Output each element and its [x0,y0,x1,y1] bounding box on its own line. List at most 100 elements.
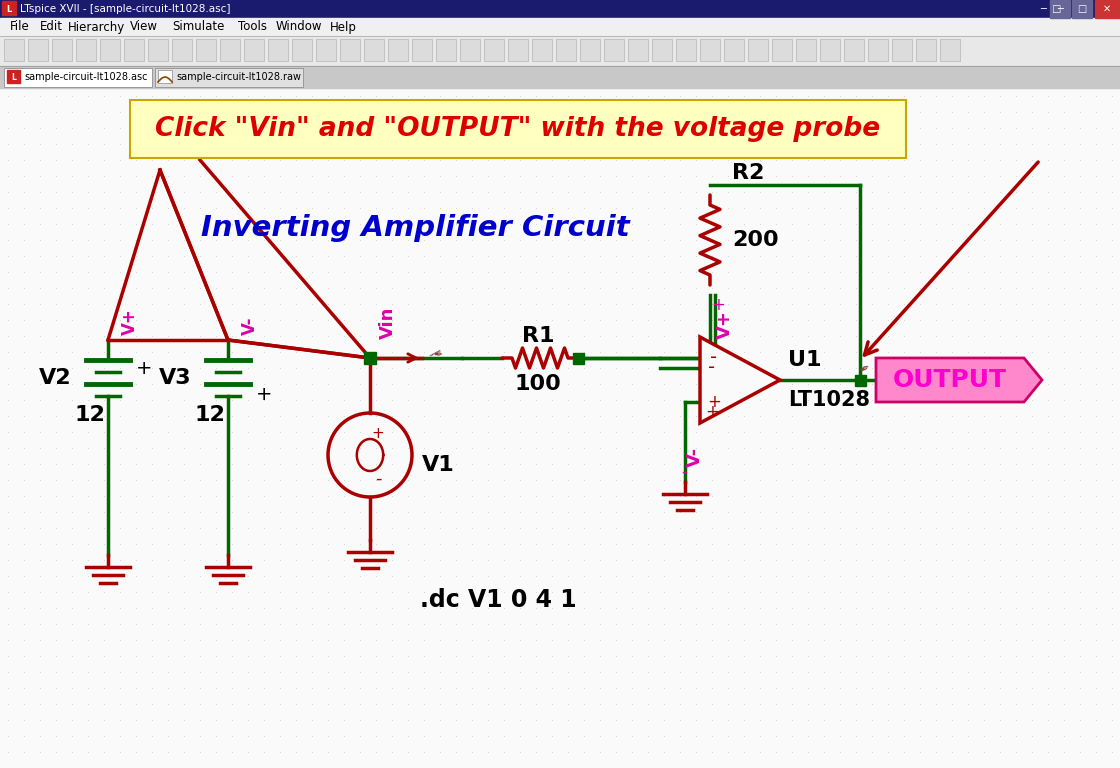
Bar [484,39,504,61]
Bar [0,18,1120,36]
Bar [412,39,432,61]
Bar [855,375,866,386]
Bar [892,39,912,61]
Bar [573,353,584,364]
Text: +: + [136,359,152,378]
Text: Edit: Edit [40,21,63,34]
Bar [436,39,456,61]
Bar [652,39,672,61]
Text: V+: V+ [121,308,139,335]
Text: V3: V3 [159,368,192,388]
Bar [4,39,24,61]
Bar [1072,0,1092,18]
Text: -: - [681,463,687,481]
Bar [158,70,172,83]
Bar [508,39,528,61]
Text: L: L [7,5,11,14]
Text: 12: 12 [195,405,225,425]
Text: L: L [11,72,16,81]
Text: Tools: Tools [237,21,267,34]
Text: File: File [10,21,30,34]
Text: View: View [130,21,158,34]
Bar [76,39,96,61]
Text: Vin: Vin [379,306,396,339]
Text: +: + [711,296,725,314]
Bar [124,39,144,61]
Bar [0,36,1120,66]
Text: Window: Window [276,21,323,34]
Text: LTspice XVII - [sample-circuit-lt1028.asc]: LTspice XVII - [sample-circuit-lt1028.as… [20,4,231,14]
Bar [604,39,624,61]
Text: V+: V+ [716,310,734,339]
Text: ─  □: ─ □ [1040,4,1062,14]
Text: ─: ─ [1057,4,1063,14]
Bar [2,1,16,15]
Bar [388,39,408,61]
Text: sample-circuit-lt1028.asc: sample-circuit-lt1028.asc [24,72,148,82]
Text: ✕: ✕ [1103,4,1111,14]
Bar [796,39,816,61]
Text: 100: 100 [514,374,561,394]
Bar [148,39,168,61]
Bar [130,100,906,158]
Bar [1051,0,1070,18]
Bar [244,39,264,61]
Text: V2: V2 [39,368,72,388]
Text: R2: R2 [732,163,764,183]
Bar [4,68,152,87]
Bar [28,39,48,61]
Bar [340,39,360,61]
Bar [868,39,888,61]
Text: 12: 12 [75,405,105,425]
Text: ✒: ✒ [858,362,874,379]
Bar [628,39,648,61]
Bar [364,352,376,364]
Text: .dc V1 0 4 1: .dc V1 0 4 1 [420,588,577,612]
Bar [292,39,312,61]
Bar [268,39,288,61]
Text: +: + [372,425,384,441]
Text: U1: U1 [788,350,821,370]
Bar [844,39,864,61]
Bar [316,39,336,61]
Text: ✒: ✒ [433,350,442,360]
Bar [940,39,960,61]
Text: +: + [706,403,719,421]
Text: V-: V- [241,316,259,335]
Text: sample-circuit-lt1028.raw: sample-circuit-lt1028.raw [176,72,301,82]
Bar [772,39,792,61]
Bar [580,39,600,61]
Text: Click "Vin" and "OUTPUT" with the voltage probe: Click "Vin" and "OUTPUT" with the voltag… [156,116,880,142]
Polygon shape [700,337,780,423]
Text: +: + [707,393,721,411]
Text: Inverting Amplifier Circuit: Inverting Amplifier Circuit [200,214,629,242]
Bar [916,39,936,61]
Bar [364,39,384,61]
Bar [220,39,240,61]
Text: LT1028: LT1028 [788,390,870,410]
Bar [0,88,1120,768]
Text: 200: 200 [732,230,778,250]
Text: Simulate: Simulate [172,21,224,34]
Text: Help: Help [330,21,357,34]
Text: -: - [375,470,381,488]
Text: Hierarchy: Hierarchy [68,21,125,34]
Bar [0,0,1120,18]
Bar [0,66,1120,88]
Bar [700,39,720,61]
Text: OUTPUT: OUTPUT [893,368,1007,392]
Text: R1: R1 [522,326,554,346]
Bar [196,39,216,61]
Bar [155,68,304,87]
Bar [1095,0,1120,18]
Bar [460,39,480,61]
Text: V1: V1 [422,455,455,475]
Text: -: - [710,349,718,368]
Text: □: □ [1077,4,1086,14]
Bar [676,39,696,61]
Bar [748,39,768,61]
Bar [532,39,552,61]
Bar [556,39,576,61]
Text: -: - [709,359,716,378]
Text: /: / [428,346,441,359]
